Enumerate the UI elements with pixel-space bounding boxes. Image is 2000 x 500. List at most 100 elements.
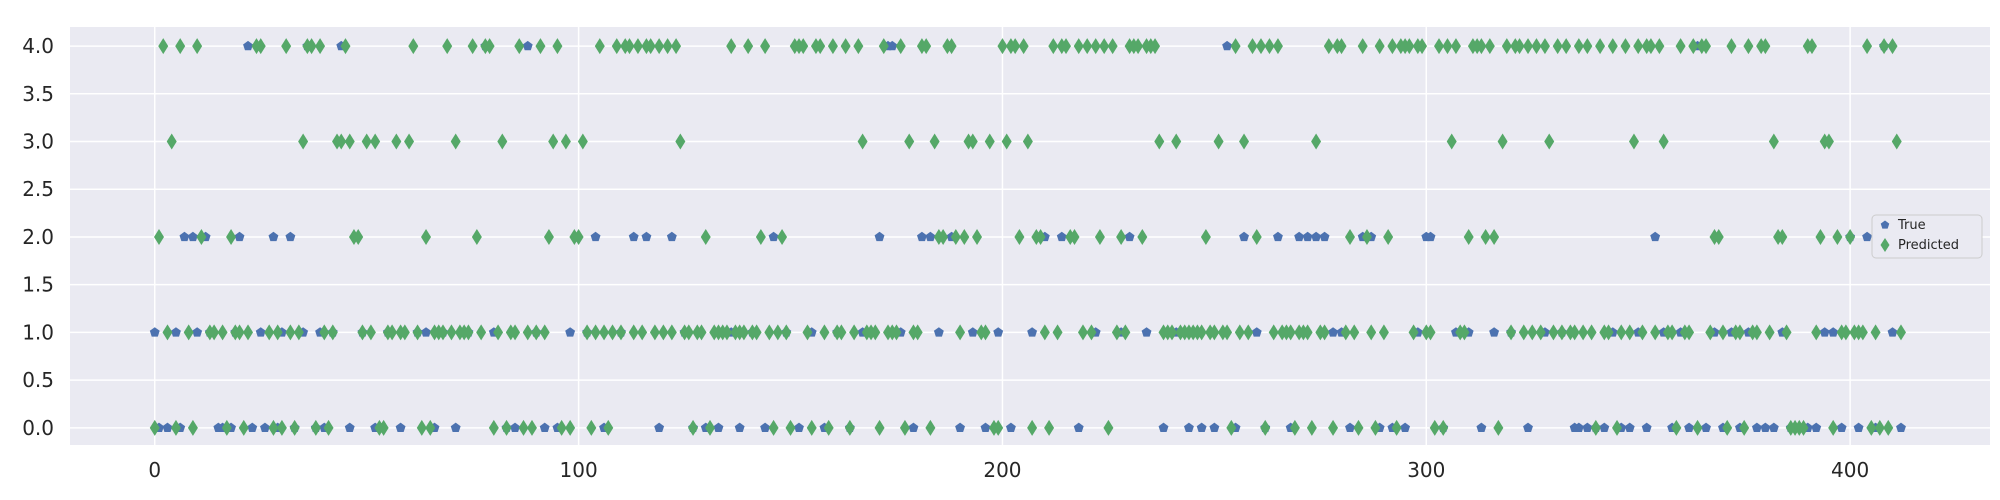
true-point <box>1624 422 1635 433</box>
predicted-point <box>1561 38 1572 55</box>
predicted-point <box>683 324 694 341</box>
predicted-point <box>315 38 326 55</box>
predicted-point <box>582 324 593 341</box>
predicted-point <box>1573 38 1584 55</box>
predicted-point <box>819 324 830 341</box>
true-point <box>980 422 991 433</box>
true-point <box>268 231 279 242</box>
predicted-point <box>955 324 966 341</box>
predicted-point <box>539 324 550 341</box>
true-point <box>590 231 601 242</box>
predicted-point <box>510 324 521 341</box>
predicted-point <box>984 133 995 150</box>
y-tick-label: 1.5 <box>22 273 54 297</box>
true-point <box>510 422 520 433</box>
predicted-point <box>285 324 296 341</box>
predicted-point <box>895 38 906 55</box>
true-point <box>522 40 533 51</box>
predicted-point <box>573 228 584 245</box>
predicted-point <box>238 419 249 436</box>
predicted-point <box>1052 324 1063 341</box>
y-tick-label: 0.0 <box>22 416 54 440</box>
predicted-point <box>1090 38 1101 55</box>
predicted-point <box>628 324 639 341</box>
predicted-point <box>1518 324 1529 341</box>
predicted-point <box>1743 38 1754 55</box>
predicted-point <box>1883 419 1894 436</box>
predicted-point <box>1493 419 1504 436</box>
predicted-point <box>849 324 860 341</box>
predicted-point <box>1417 38 1428 55</box>
predicted-point <box>467 38 478 55</box>
true-point <box>1239 231 1249 242</box>
predicted-point <box>878 38 889 55</box>
predicted-point <box>1713 228 1724 245</box>
predicted-point <box>1311 133 1322 150</box>
predicted-point <box>1489 228 1500 245</box>
true-point <box>1141 327 1152 337</box>
predicted-point <box>1734 324 1745 341</box>
true-point <box>1599 422 1610 433</box>
predicted-point <box>1895 324 1906 341</box>
predicted-point <box>404 133 415 150</box>
predicted-point <box>365 324 376 341</box>
predicted-point <box>1357 38 1368 55</box>
predicted-point <box>1302 324 1313 341</box>
predicted-point <box>437 324 448 341</box>
predicted-point <box>912 324 923 341</box>
true-point <box>1209 422 1220 433</box>
true-point <box>179 231 190 242</box>
true-point <box>768 231 779 242</box>
predicted-point <box>1133 38 1144 55</box>
predicted-point <box>1255 38 1266 55</box>
legend-label-true: True <box>1897 218 1926 233</box>
predicted-point <box>272 324 283 341</box>
true-point <box>247 422 258 433</box>
predicted-point <box>370 133 381 150</box>
true-point <box>1701 422 1711 433</box>
predicted-point <box>1200 228 1211 245</box>
true-point <box>1005 422 1016 433</box>
true-point <box>908 422 919 433</box>
true-point <box>1027 327 1038 337</box>
predicted-point <box>611 38 622 55</box>
x-tick-label: 100 <box>560 458 598 482</box>
predicted-point <box>1425 324 1436 341</box>
predicted-point <box>1667 324 1678 341</box>
predicted-point <box>1226 419 1237 436</box>
predicted-point <box>1171 133 1182 150</box>
true-point <box>967 327 978 337</box>
predicted-point <box>1234 324 1245 341</box>
predicted-point <box>187 419 198 436</box>
predicted-point <box>1213 133 1224 150</box>
true-point <box>1302 231 1313 242</box>
predicted-point <box>823 419 834 436</box>
predicted-point <box>192 38 203 55</box>
true-point <box>933 327 944 337</box>
predicted-point <box>1476 38 1487 55</box>
predicted-point <box>281 38 292 55</box>
predicted-point <box>327 324 338 341</box>
true-point <box>1896 422 1906 433</box>
true-point <box>1183 422 1194 433</box>
predicted-point <box>1764 324 1775 341</box>
predicted-point <box>497 133 508 150</box>
predicted-point <box>1166 324 1177 341</box>
legend-predicted-marker-icon <box>1880 238 1890 252</box>
predicted-point <box>1260 419 1271 436</box>
predicted-point <box>853 38 864 55</box>
predicted-point <box>149 419 160 436</box>
predicted-point <box>319 324 330 341</box>
predicted-point <box>1569 324 1580 341</box>
y-tick-labels: 0.0 0.5 1.0 1.5 2.0 2.5 3.0 3.5 4.0 <box>22 34 54 440</box>
predicted-point <box>1781 324 1792 341</box>
predicted-point <box>353 228 364 245</box>
true-point <box>1853 422 1864 433</box>
predicted-point <box>1077 324 1088 341</box>
predicted-point <box>1675 38 1686 55</box>
predicted-point <box>336 133 347 150</box>
true-point <box>285 231 296 242</box>
predicted-point <box>1370 419 1381 436</box>
predicted-point <box>1387 38 1398 55</box>
predicted-point <box>1527 324 1538 341</box>
